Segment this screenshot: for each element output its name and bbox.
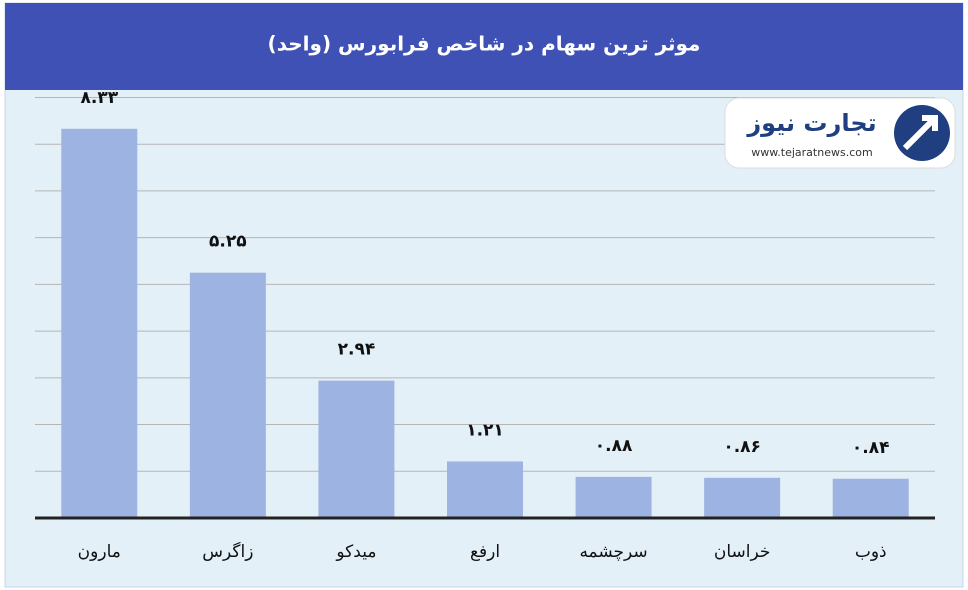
bar <box>832 478 909 518</box>
value-label: ۵.۲۵ <box>209 232 247 252</box>
bar <box>447 461 523 518</box>
logo-arrow <box>902 115 938 151</box>
bar <box>318 380 395 518</box>
bar <box>575 476 652 518</box>
bar <box>189 272 266 518</box>
bar <box>61 128 138 518</box>
value-label: ۱.۲۱ <box>466 420 504 440</box>
x-tick-label: خراسان <box>714 542 771 562</box>
logo-name: تجارت نیوز <box>746 109 876 137</box>
x-tick-label: ذوب <box>855 542 887 562</box>
logo: تجارت نیوز www.tejaratnews.com <box>724 97 956 169</box>
logo-url: www.tejaratnews.com <box>751 146 872 159</box>
x-tick-label: سرچشمه <box>579 542 647 562</box>
x-tick-label: ارفع <box>470 542 500 562</box>
value-label: ۰.۸۶ <box>723 437 761 457</box>
chart-title: موثر ترین سهام در شاخص فرابورس (واحد) <box>268 32 701 56</box>
value-label: ۰.۸۸ <box>595 436 633 456</box>
x-tick-label: زاگرس <box>202 541 253 562</box>
bar <box>704 477 781 518</box>
header-band <box>5 3 963 90</box>
x-tick-label: مارون <box>78 542 121 562</box>
logo-box <box>724 97 956 169</box>
x-tick-label: میدکو <box>335 542 376 562</box>
value-label: ۲.۹۴ <box>338 340 376 360</box>
value-label: ۰.۸۴ <box>852 438 890 458</box>
value-label: ۸.۳۳ <box>80 88 118 108</box>
